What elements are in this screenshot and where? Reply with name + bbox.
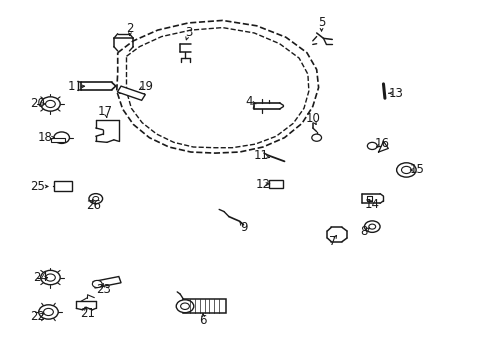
Text: 13: 13 bbox=[387, 87, 402, 100]
Circle shape bbox=[396, 163, 415, 177]
Text: 2: 2 bbox=[126, 22, 133, 35]
Text: 3: 3 bbox=[184, 27, 192, 40]
Text: 17: 17 bbox=[98, 105, 113, 118]
Circle shape bbox=[180, 303, 189, 310]
Text: 21: 21 bbox=[80, 307, 95, 320]
Circle shape bbox=[89, 194, 102, 204]
Text: 25: 25 bbox=[30, 180, 44, 193]
Circle shape bbox=[41, 97, 60, 111]
Text: 23: 23 bbox=[96, 283, 110, 296]
Text: 6: 6 bbox=[199, 314, 206, 327]
Text: 7: 7 bbox=[328, 235, 335, 248]
Bar bbox=[51, 138, 65, 142]
Text: 22: 22 bbox=[30, 310, 45, 324]
Text: 9: 9 bbox=[239, 221, 247, 234]
Circle shape bbox=[93, 197, 99, 201]
Circle shape bbox=[45, 100, 55, 108]
Text: 12: 12 bbox=[255, 178, 270, 191]
Text: 26: 26 bbox=[86, 199, 101, 212]
Text: 14: 14 bbox=[364, 198, 379, 211]
Text: 20: 20 bbox=[30, 98, 44, 111]
Circle shape bbox=[311, 134, 321, 141]
Bar bbox=[182, 300, 226, 313]
Bar bbox=[117, 86, 145, 100]
Circle shape bbox=[92, 280, 102, 288]
Text: 19: 19 bbox=[138, 80, 153, 93]
Bar bbox=[54, 181, 72, 192]
Circle shape bbox=[45, 274, 55, 281]
Text: 16: 16 bbox=[374, 137, 389, 150]
Circle shape bbox=[43, 309, 53, 316]
Text: 4: 4 bbox=[245, 95, 253, 108]
Text: 11: 11 bbox=[254, 149, 268, 162]
Text: 15: 15 bbox=[409, 163, 424, 176]
Polygon shape bbox=[378, 141, 387, 152]
Circle shape bbox=[364, 221, 379, 232]
Circle shape bbox=[41, 270, 60, 285]
Text: 18: 18 bbox=[38, 131, 53, 144]
Circle shape bbox=[54, 132, 69, 143]
Circle shape bbox=[401, 166, 410, 174]
Text: 5: 5 bbox=[317, 17, 325, 30]
Text: 10: 10 bbox=[305, 112, 320, 125]
Bar bbox=[269, 180, 283, 188]
Circle shape bbox=[366, 142, 376, 149]
Text: 8: 8 bbox=[360, 225, 367, 238]
Text: 1: 1 bbox=[67, 80, 75, 93]
Circle shape bbox=[368, 224, 375, 229]
Text: 24: 24 bbox=[33, 271, 48, 284]
Circle shape bbox=[176, 300, 193, 313]
Circle shape bbox=[39, 305, 58, 319]
Bar bbox=[93, 276, 121, 288]
